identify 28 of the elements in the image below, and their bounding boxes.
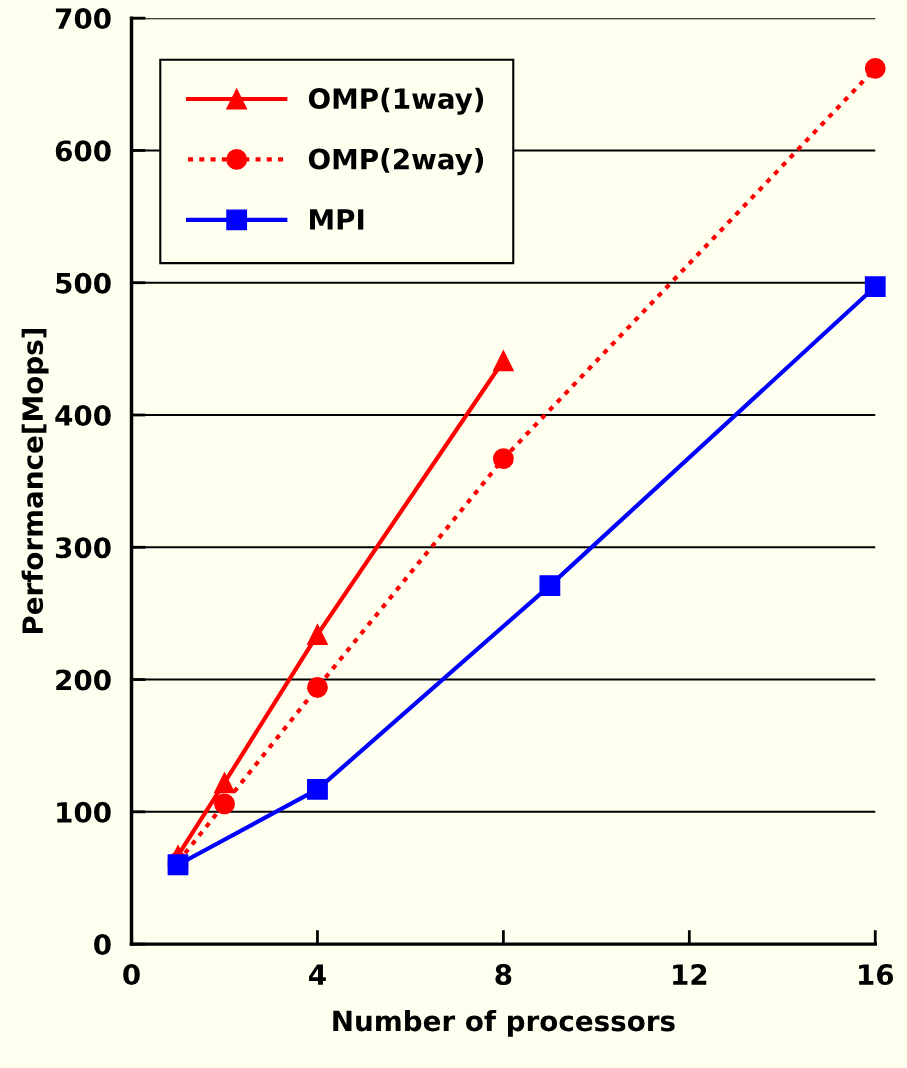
x-axis-title: Number of processors bbox=[333, 1009, 675, 1037]
legend-label: OMP(1way) bbox=[308, 87, 484, 115]
x-tick-label: 8 bbox=[495, 964, 512, 986]
x-tick-label: 4 bbox=[309, 964, 326, 985]
point bbox=[307, 624, 328, 645]
x-tick-label: 12 bbox=[673, 964, 707, 985]
point bbox=[864, 58, 886, 79]
y-tick-label: 700 bbox=[55, 8, 111, 30]
point bbox=[214, 772, 235, 794]
y-tick-label: 0 bbox=[94, 934, 111, 956]
y-tick-label: 200 bbox=[56, 669, 111, 691]
y-tick-label: 100 bbox=[57, 801, 111, 823]
x-tick-label: 16 bbox=[859, 964, 894, 986]
point bbox=[864, 276, 886, 298]
point bbox=[492, 448, 514, 470]
y-tick-label: 500 bbox=[56, 272, 111, 294]
point bbox=[307, 677, 328, 698]
point bbox=[307, 778, 328, 800]
y-tick-label: 600 bbox=[55, 140, 111, 162]
point bbox=[539, 575, 561, 597]
y-tick-label: 400 bbox=[55, 404, 111, 426]
y-tick-label: 300 bbox=[55, 537, 111, 559]
point bbox=[492, 350, 514, 372]
point bbox=[214, 793, 235, 815]
y-axis-title: Performance[Mops] bbox=[21, 328, 49, 634]
legend-label: MPI bbox=[310, 209, 364, 230]
x-tick-label: 0 bbox=[123, 964, 140, 986]
legend-label: OMP(2way) bbox=[308, 148, 484, 176]
